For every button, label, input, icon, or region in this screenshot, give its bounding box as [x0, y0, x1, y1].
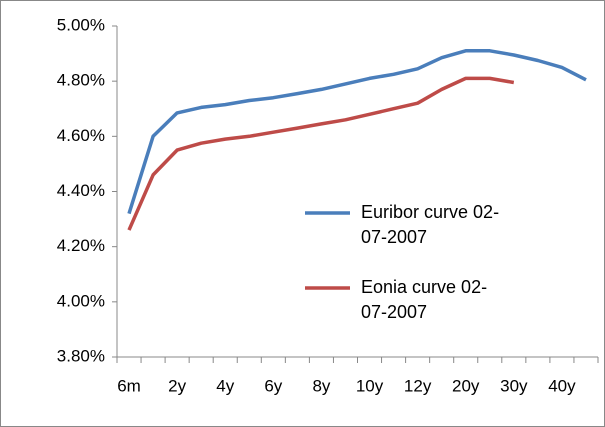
x-tick-label: 8y	[312, 376, 330, 395]
series-line	[127, 76, 515, 231]
legend-label: Euribor curve 02-07-2007	[361, 202, 500, 247]
y-tick-label: 4.80%	[57, 71, 105, 90]
y-tick-label: 4.40%	[57, 181, 105, 200]
x-tick-label: 10y	[356, 376, 384, 395]
x-tick-label: 20y	[452, 376, 480, 395]
y-tick-label: 4.20%	[57, 236, 105, 255]
series-line	[127, 49, 587, 215]
y-tick-label: 4.60%	[57, 126, 105, 145]
x-tick-label: 2y	[168, 376, 186, 395]
y-tick-label: 4.00%	[57, 291, 105, 310]
x-tick-label: 40y	[548, 376, 576, 395]
x-tick-label: 12y	[404, 376, 432, 395]
legend-label: Eonia curve 02-07-2007	[361, 277, 488, 322]
y-tick-label: 5.00%	[57, 15, 105, 34]
y-tick-label: 3.80%	[57, 346, 105, 365]
x-tick-label: 6y	[264, 376, 282, 395]
x-tick-label: 6m	[117, 376, 141, 395]
x-tick-label: 4y	[216, 376, 234, 395]
x-tick-label: 30y	[500, 376, 528, 395]
